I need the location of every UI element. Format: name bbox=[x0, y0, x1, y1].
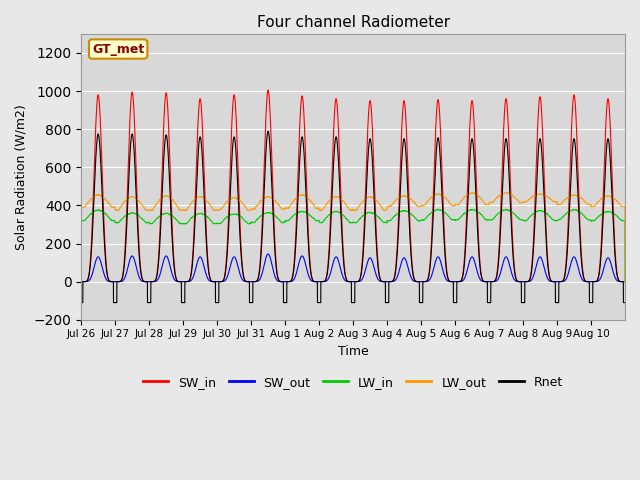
LW_in bbox=[509, 210, 517, 216]
Rnet bbox=[399, 141, 407, 146]
SW_in bbox=[509, 252, 517, 258]
SW_in bbox=[275, 275, 282, 281]
LW_in bbox=[105, 214, 113, 220]
LW_in bbox=[399, 208, 407, 214]
Text: GT_met: GT_met bbox=[92, 43, 144, 56]
Rnet bbox=[481, 279, 488, 285]
LW_in bbox=[434, 206, 442, 212]
SW_in bbox=[481, 279, 488, 285]
SW_out bbox=[275, 278, 282, 284]
Rnet bbox=[77, 300, 85, 305]
Rnet bbox=[423, 278, 431, 284]
LW_out bbox=[77, 204, 85, 210]
SW_in bbox=[621, 279, 629, 285]
SW_out bbox=[264, 251, 272, 257]
X-axis label: Time: Time bbox=[338, 345, 369, 358]
LW_in bbox=[274, 216, 282, 222]
Legend: SW_in, SW_out, LW_in, LW_out, Rnet: SW_in, SW_out, LW_in, LW_out, Rnet bbox=[138, 371, 568, 394]
LW_out bbox=[621, 279, 629, 285]
LW_out bbox=[399, 193, 407, 199]
Line: SW_in: SW_in bbox=[81, 90, 625, 282]
LW_out bbox=[509, 193, 517, 199]
LW_in bbox=[77, 218, 85, 224]
SW_in bbox=[105, 276, 113, 282]
Y-axis label: Solar Radiation (W/m2): Solar Radiation (W/m2) bbox=[15, 104, 28, 250]
LW_out bbox=[105, 200, 113, 206]
Line: LW_in: LW_in bbox=[81, 209, 625, 282]
SW_out bbox=[509, 275, 517, 281]
SW_out bbox=[105, 278, 113, 284]
LW_in bbox=[423, 215, 431, 220]
SW_in bbox=[399, 104, 407, 110]
SW_in bbox=[77, 279, 85, 285]
Line: Rnet: Rnet bbox=[81, 131, 625, 302]
Line: SW_out: SW_out bbox=[81, 254, 625, 282]
SW_in bbox=[423, 278, 431, 284]
Rnet bbox=[275, 276, 282, 282]
LW_out bbox=[469, 190, 477, 196]
SW_in bbox=[264, 87, 272, 93]
LW_in bbox=[621, 279, 629, 285]
Rnet bbox=[264, 128, 272, 134]
Rnet bbox=[105, 277, 113, 283]
LW_in bbox=[481, 216, 488, 221]
Title: Four channel Radiometer: Four channel Radiometer bbox=[257, 15, 450, 30]
SW_out bbox=[423, 279, 431, 285]
Line: LW_out: LW_out bbox=[81, 193, 625, 282]
LW_out bbox=[423, 200, 431, 205]
SW_out bbox=[77, 279, 85, 285]
SW_out bbox=[399, 256, 407, 262]
Rnet bbox=[621, 300, 629, 305]
Rnet bbox=[509, 258, 517, 264]
LW_out bbox=[481, 200, 488, 205]
SW_out bbox=[621, 279, 629, 285]
LW_out bbox=[274, 202, 282, 207]
SW_out bbox=[481, 279, 488, 285]
